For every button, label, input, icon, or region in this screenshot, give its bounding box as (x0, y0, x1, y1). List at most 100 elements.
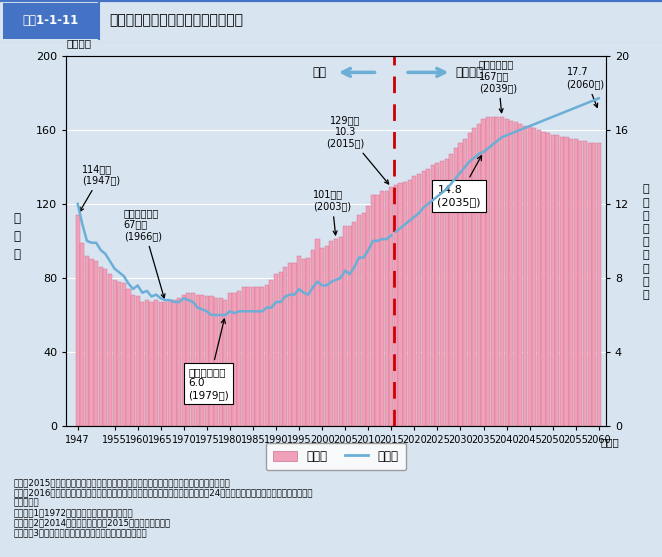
Bar (256, 287, 260, 426)
Text: 最少の死亡数
67万人
(1966年): 最少の死亡数 67万人 (1966年) (124, 208, 165, 298)
Text: 2．2014年までは確定数、2015年は概数である。: 2．2014年までは確定数、2015年は概数である。 (13, 518, 170, 527)
Bar (154, 300, 158, 426)
Bar (150, 302, 154, 426)
Bar (551, 135, 555, 426)
Text: 101万人
(2003年): 101万人 (2003年) (313, 190, 351, 235)
Text: 最低の死亡率
6.0
(1979年): 最低の死亡率 6.0 (1979年) (189, 319, 229, 400)
Bar (579, 141, 583, 426)
Text: 114万人
(1947年): 114万人 (1947年) (80, 164, 120, 211)
Text: 死
亡
率
（
人
口
千
対
）: 死 亡 率 （ 人 口 千 対 ） (642, 184, 649, 300)
Bar (366, 206, 370, 426)
Bar (528, 126, 532, 426)
Bar (375, 194, 379, 426)
Bar (477, 124, 481, 426)
Text: 死亡数ピーク
167万人
(2039年): 死亡数ピーク 167万人 (2039年) (479, 60, 517, 113)
Bar (417, 174, 421, 426)
Bar (565, 137, 569, 426)
Text: 資料：2015年以前：厚生労働省政策統括官付人口動態・保健社会統計室「人口動態統計」: 資料：2015年以前：厚生労働省政策統括官付人口動態・保健社会統計室「人口動態統… (13, 478, 230, 487)
Text: 129万人
10.3
(2015年): 129万人 10.3 (2015年) (326, 115, 389, 184)
Bar (426, 169, 430, 426)
Bar (283, 267, 287, 426)
Text: 死亡数及び死亡率の推移と将来推計: 死亡数及び死亡率の推移と将来推計 (109, 13, 243, 28)
Bar (260, 287, 264, 426)
Bar (399, 183, 402, 426)
Bar (302, 260, 306, 426)
Bar (89, 260, 93, 426)
Bar (269, 280, 273, 426)
Bar (537, 130, 541, 426)
Bar (103, 268, 107, 426)
Bar (532, 128, 536, 426)
Bar (297, 256, 301, 426)
Bar (274, 274, 278, 426)
Bar (463, 139, 467, 426)
Bar (307, 257, 310, 426)
Bar (293, 263, 297, 426)
Bar (583, 141, 587, 426)
Bar (472, 128, 477, 426)
Bar (587, 143, 592, 426)
Bar (177, 299, 181, 426)
Text: 2016年以降：国立社会保障・人口問題研究所「日本の将来推計人口（平成24年１月推計）」（出生中位・死亡中位推: 2016年以降：国立社会保障・人口問題研究所「日本の将来推計人口（平成24年１月… (13, 488, 312, 497)
Text: （年）: （年） (600, 437, 619, 447)
Bar (467, 134, 472, 426)
Bar (436, 163, 440, 426)
Bar (422, 170, 426, 426)
Bar (509, 120, 513, 426)
Text: 3．将来推計値には日本における外国人を含む。: 3．将来推計値には日本における外国人を含む。 (13, 528, 147, 537)
Bar (209, 296, 214, 426)
Bar (380, 191, 384, 426)
Bar (80, 243, 85, 426)
Bar (173, 300, 177, 426)
Bar (403, 182, 407, 426)
Text: 将来推計: 将来推計 (456, 66, 484, 79)
Bar (136, 296, 140, 426)
Bar (311, 250, 315, 426)
Bar (449, 154, 453, 426)
Bar (246, 287, 250, 426)
Bar (458, 143, 463, 426)
Bar (385, 191, 389, 426)
Text: （万人）: （万人） (66, 38, 91, 48)
Bar (546, 134, 550, 426)
Bar (523, 126, 527, 426)
Bar (486, 117, 491, 426)
Bar (569, 139, 573, 426)
Text: 実績: 実績 (312, 66, 327, 79)
Bar (265, 285, 269, 426)
Bar (168, 300, 172, 426)
Bar (408, 180, 412, 426)
Bar (75, 215, 80, 426)
Bar (329, 241, 334, 426)
Bar (205, 296, 209, 426)
Bar (126, 289, 130, 426)
Bar (453, 148, 458, 426)
FancyBboxPatch shape (3, 3, 99, 40)
Bar (495, 117, 499, 426)
Bar (445, 159, 449, 426)
Text: 死
亡
数: 死 亡 数 (13, 212, 20, 261)
Text: 図表1-1-11: 図表1-1-11 (23, 14, 79, 27)
Bar (223, 300, 227, 426)
Bar (316, 239, 320, 426)
Bar (320, 248, 324, 426)
Bar (491, 117, 495, 426)
Bar (412, 176, 416, 426)
Bar (228, 293, 232, 426)
Bar (164, 302, 167, 426)
Bar (279, 272, 283, 426)
Bar (542, 131, 545, 426)
Bar (117, 282, 121, 426)
Bar (481, 119, 486, 426)
Bar (195, 295, 200, 426)
Text: 17.7
(2060年): 17.7 (2060年) (567, 67, 604, 108)
Bar (108, 274, 112, 426)
Bar (242, 287, 246, 426)
Bar (361, 213, 365, 426)
Bar (352, 222, 356, 426)
Bar (218, 299, 222, 426)
Bar (518, 124, 522, 426)
Bar (131, 295, 135, 426)
Bar (343, 226, 348, 426)
Bar (596, 143, 601, 426)
